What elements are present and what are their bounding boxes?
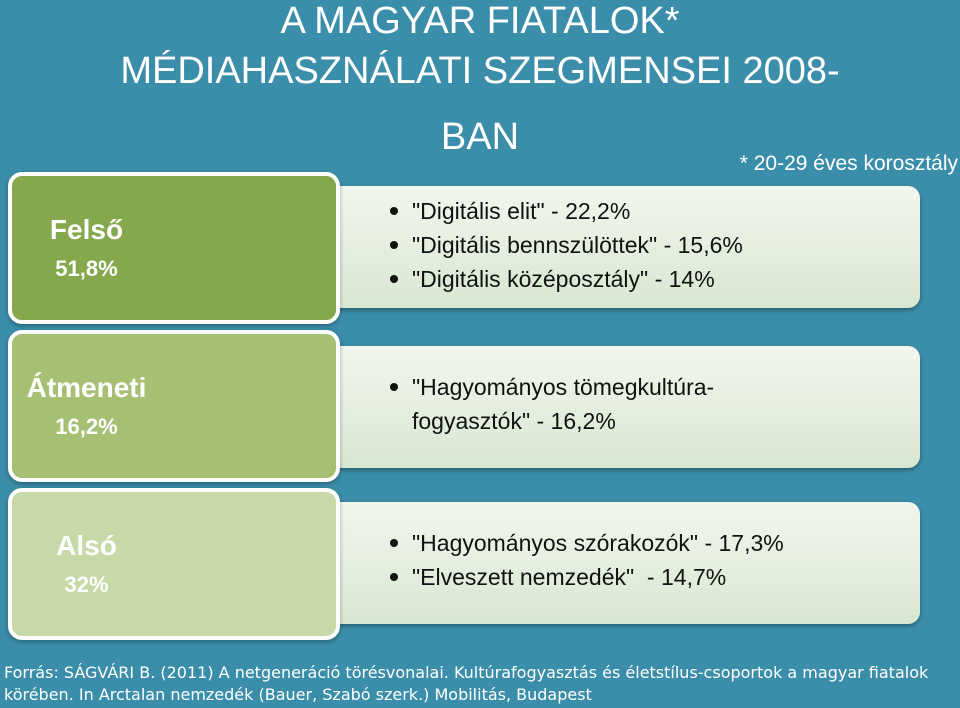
- bullet-icon: [390, 275, 398, 283]
- segment-list-atmeneti: "Hagyományos tömegkultúra-fogyasztók" - …: [390, 370, 780, 438]
- list-item: "Elveszett nemzedék" - 14,7%: [390, 560, 910, 594]
- bullet-icon: [390, 573, 398, 581]
- segment-name: Átmeneti: [26, 372, 147, 403]
- list-item: "Digitális bennszülöttek" - 15,6%: [390, 228, 910, 262]
- title-line-1: A MAGYAR FIATALOK*: [280, 0, 680, 42]
- bullet-icon: [390, 207, 398, 215]
- list-item: "Digitális elit" - 22,2%: [390, 194, 910, 228]
- bullet-icon: [390, 539, 398, 547]
- segment-name: Felső: [49, 214, 124, 245]
- segment-box-also: Alsó 32%: [8, 488, 340, 640]
- title-line-3: BAN: [440, 116, 520, 158]
- segment-list-also: "Hagyományos szórakozók" - 17,3% "Elvesz…: [390, 526, 910, 594]
- segment-list-felso: "Digitális elit" - 22,2% "Digitális benn…: [390, 194, 910, 296]
- segment-panel-felso: "Digitális elit" - 22,2% "Digitális benn…: [250, 186, 920, 308]
- segment-box-atmeneti: Átmeneti 16,2%: [8, 330, 340, 482]
- list-item: "Digitális középosztály" - 14%: [390, 262, 910, 296]
- bullet-icon: [390, 383, 398, 391]
- segment-panel-also: "Hagyományos szórakozók" - 17,3% "Elvesz…: [250, 502, 920, 624]
- list-item: "Hagyományos tömegkultúra-fogyasztók" - …: [390, 370, 780, 438]
- bullet-icon: [390, 241, 398, 249]
- segment-percent: 32%: [64, 572, 109, 597]
- age-note: * 20-29 éves korosztály: [739, 152, 958, 175]
- segment-percent: 16,2%: [55, 414, 118, 439]
- title-line-2: MÉDIAHASZNÁLATI SZEGMENSEI 2008-: [120, 50, 840, 92]
- list-item: "Hagyományos szórakozók" - 17,3%: [390, 526, 910, 560]
- segment-name: Alsó: [56, 530, 117, 561]
- segment-percent: 51,8%: [55, 256, 118, 281]
- source-citation: Forrás: SÁGVÁRI B. (2011) A netgeneráció…: [4, 663, 929, 704]
- segment-panel-atmeneti: "Hagyományos tömegkultúra-fogyasztók" - …: [250, 346, 920, 468]
- segment-box-felso: Felső 51,8%: [8, 172, 340, 324]
